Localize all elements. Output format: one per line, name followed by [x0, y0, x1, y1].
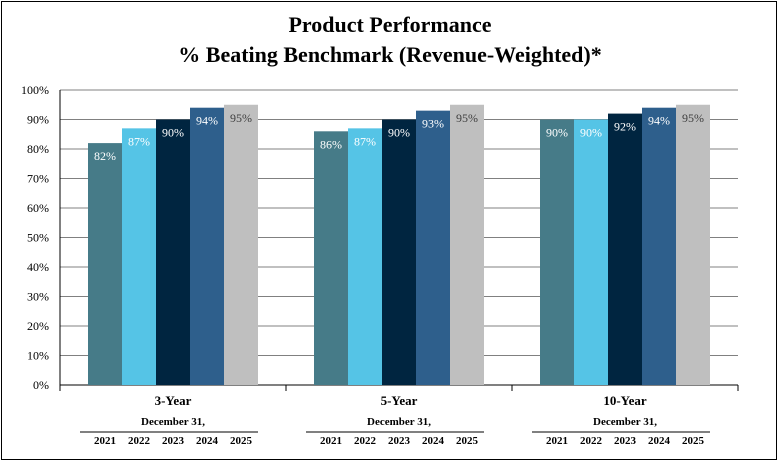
bar: [676, 104, 710, 385]
x-year-label: 2025: [682, 435, 705, 447]
data-label: 93%: [422, 117, 444, 131]
bar: [190, 107, 224, 385]
data-label: 95%: [682, 111, 704, 125]
bar: [156, 119, 190, 385]
x-year-label: 2021: [546, 435, 568, 447]
x-year-label: 2021: [320, 435, 342, 447]
y-tick-label: 60%: [27, 201, 49, 215]
data-label: 87%: [354, 134, 376, 148]
x-year-label: 2023: [388, 435, 411, 447]
x-category-sublabel: December 31,: [367, 416, 431, 428]
bar: [348, 128, 382, 385]
x-year-label: 2022: [580, 435, 603, 447]
chart-title: Product Performance: [288, 12, 492, 37]
data-label: 87%: [128, 134, 150, 148]
data-label: 95%: [456, 111, 478, 125]
data-label: 90%: [388, 126, 410, 140]
bar: [224, 104, 258, 385]
bar: [88, 143, 122, 385]
chart-subtitle: % Beating Benchmark (Revenue-Weighted)*: [178, 42, 602, 67]
bar: [122, 128, 156, 385]
data-label: 92%: [614, 120, 636, 134]
y-tick-label: 90%: [27, 113, 49, 127]
x-year-label: 2024: [196, 435, 219, 447]
data-label: 90%: [162, 126, 184, 140]
x-category-label: 3-Year: [155, 393, 192, 408]
data-label: 95%: [230, 111, 252, 125]
x-year-label: 2022: [128, 435, 151, 447]
x-year-label: 2024: [422, 435, 445, 447]
bar: [450, 104, 484, 385]
x-year-label: 2025: [456, 435, 479, 447]
x-category-sublabel: December 31,: [593, 416, 657, 428]
data-label: 82%: [94, 149, 116, 163]
x-year-label: 2025: [230, 435, 253, 447]
x-year-label: 2024: [648, 435, 671, 447]
bar: [382, 119, 416, 385]
y-tick-label: 20%: [27, 319, 49, 333]
x-category-label: 10-Year: [603, 393, 647, 408]
x-year-label: 2023: [162, 435, 185, 447]
bar: [642, 107, 676, 385]
data-label: 90%: [580, 126, 602, 140]
x-year-label: 2021: [94, 435, 116, 447]
y-tick-label: 70%: [27, 172, 49, 186]
bar: [416, 110, 450, 386]
y-tick-label: 80%: [27, 142, 49, 156]
x-year-label: 2022: [354, 435, 377, 447]
data-label: 86%: [320, 137, 342, 151]
data-label: 94%: [196, 114, 218, 128]
data-label: 94%: [648, 114, 670, 128]
y-tick-label: 30%: [27, 290, 49, 304]
y-tick-label: 10%: [27, 349, 49, 363]
bar: [314, 131, 348, 385]
x-category-label: 5-Year: [381, 393, 418, 408]
x-year-label: 2023: [614, 435, 637, 447]
data-label: 90%: [546, 126, 568, 140]
bar: [608, 113, 642, 385]
y-tick-label: 100%: [21, 83, 49, 97]
bar: [540, 119, 574, 385]
y-tick-label: 50%: [27, 231, 49, 245]
x-category-sublabel: December 31,: [141, 416, 205, 428]
y-tick-label: 40%: [27, 260, 49, 274]
bar: [574, 119, 608, 385]
y-tick-label: 0%: [33, 378, 49, 392]
